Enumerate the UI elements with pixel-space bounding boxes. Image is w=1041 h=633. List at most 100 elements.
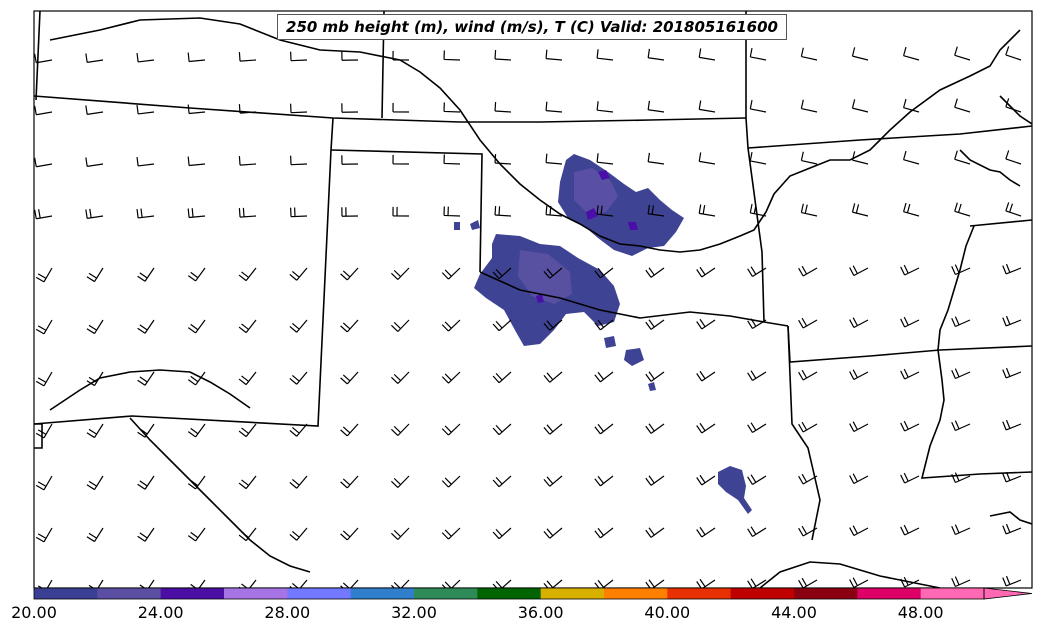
wind-barb [849,317,869,329]
wind-barb [1005,150,1022,165]
wind-barb [849,421,869,433]
wind-barb [35,579,53,588]
wind-barb [594,319,614,331]
wind-barb [849,473,869,485]
wind-barb [441,267,461,280]
colorbar-segment [160,588,225,599]
wind-barb [34,157,53,168]
wind-barb [289,319,308,333]
wind-barb [137,267,155,282]
wind-barb [749,99,767,113]
wind-barb [187,104,206,115]
wind-barb [747,578,767,588]
colorbar-tick-label: 32.00 [391,603,437,622]
wind-barb [136,156,155,167]
wind-barb [747,370,767,381]
wind-barb [392,50,410,61]
wind-barb [851,203,869,217]
wind-barb [238,423,257,438]
wind-barb [798,473,818,485]
wind-barb [543,267,563,279]
wind-barb [543,319,563,331]
colorbar-segment [857,588,922,599]
wind-barb [645,527,665,538]
wind-barb [137,475,155,490]
wind-barb [137,371,155,386]
wind-barb [594,475,614,487]
wind-barb [85,53,104,63]
wind-barb [492,371,512,384]
colorbar-tick-label: 44.00 [771,603,817,622]
wind-barb [390,371,410,384]
wind-barb [800,47,818,61]
wind-barb [696,422,716,434]
wind-barb [136,104,155,115]
colorbar-segment [920,588,984,599]
wind-barb [545,49,563,61]
wind-barb [392,102,410,113]
wind-barb [289,423,308,437]
wind-barb [238,371,257,386]
wind-barb [645,579,665,588]
wind-barb [85,157,104,167]
wind-barb [494,50,512,61]
colorbar-segment [604,588,668,599]
wind-barb [1002,315,1022,327]
wind-barb [900,264,920,276]
wind-barb [1002,523,1022,535]
wind-barb [443,50,461,61]
wind-barb [340,371,359,385]
wind-barb [443,154,461,165]
wind-barb [851,151,869,165]
wind-barb [798,317,818,329]
wind-barb [749,203,767,217]
wind-barb [85,208,104,219]
colorbar-tick-label: 40.00 [644,603,691,622]
wind-barb [903,46,920,61]
wind-barb [289,527,308,541]
wind-barb [35,371,53,387]
wind-barb [390,527,410,540]
wind-barb [749,47,767,61]
colorbar-segment [794,588,858,599]
wind-barb [698,100,716,113]
wind-barb [494,102,512,113]
wind-barb [851,99,869,113]
wind-barb [492,527,512,540]
wind-barb [696,526,716,538]
wind-barb [390,319,410,332]
colorbar-tick-label: 28.00 [264,603,311,622]
wind-barb [492,267,512,280]
wind-barb [900,420,920,432]
wind-barb [441,475,461,488]
wind-barb [645,475,665,486]
colorbar-outline [33,587,985,600]
wind-barb [86,319,104,335]
wind-barb [187,267,206,282]
wind-barb [596,49,614,61]
wind-barb [238,267,257,282]
colorbar-tick-label: 48.00 [897,603,944,622]
wind-barb [390,267,410,280]
wind-barb [594,267,614,279]
wind-barb [289,475,308,489]
wind-barb [35,423,53,439]
wind-barb [441,319,461,332]
wind-barb [954,98,971,113]
colorbar-segment [97,588,162,599]
wind-barb [1002,419,1022,431]
wind-barb [594,527,614,539]
wind-barb [187,319,206,334]
wind-barb [951,472,971,484]
wind-barb [34,105,53,116]
colorbar-tick-label: 36.00 [517,603,564,622]
colorbar-segment [667,588,732,599]
state-borders [34,11,1032,588]
wind-barb [849,265,869,277]
wind-barb [392,206,410,217]
wind-barb [86,475,104,491]
wind-barb [900,316,920,328]
colorbar-segment [414,588,478,599]
wind-barb [696,474,716,486]
wind-barb [441,371,461,384]
